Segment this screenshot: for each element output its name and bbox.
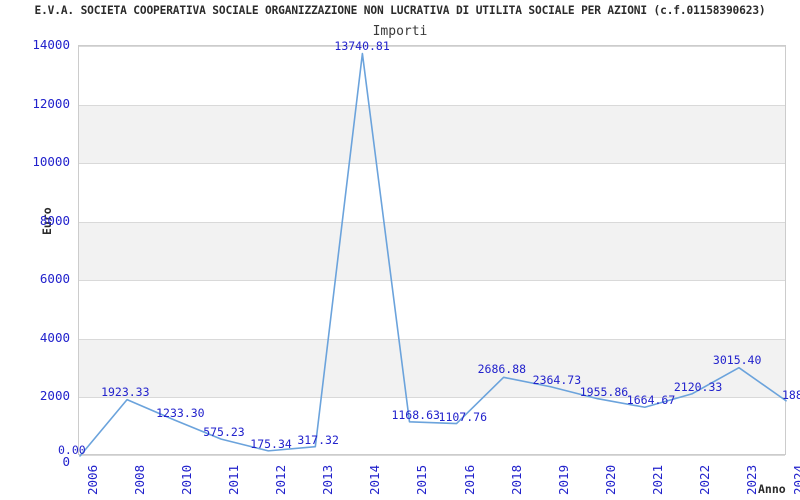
data-label: 1168.63 (391, 407, 440, 422)
x-tick-label: 2019 (555, 464, 571, 495)
x-tick-label: 2020 (602, 464, 618, 495)
y-tick-label: 0 (62, 454, 70, 469)
x-tick-label: 2008 (132, 464, 148, 495)
data-label: 13740.81 (334, 38, 390, 53)
plot-area: 0.00 1923.33 1233.30 575.23 175.34 317.32 1374… (58, 39, 800, 457)
data-label: 317.32 (297, 432, 339, 447)
y-tick-label: 12000 (32, 95, 70, 111)
x-tick-label: 2023 (743, 464, 759, 495)
page-title: E.V.A. SOCIETA COOPERATIVA SOCIALE ORGAN… (34, 4, 766, 17)
gridline (79, 280, 785, 282)
data-label: 1955.86 (579, 384, 629, 399)
data-label: 1107.76 (438, 409, 487, 424)
x-tick-label: 2011 (226, 464, 242, 495)
gridline (79, 46, 785, 47)
x-tick-label: 2022 (696, 464, 712, 495)
x-tick-label: 2015 (414, 464, 430, 495)
gridline (79, 338, 785, 340)
x-tick-label: 2010 (179, 464, 195, 495)
data-label: 2364.73 (532, 372, 582, 387)
x-tick-label: 2013 (320, 464, 336, 495)
y-tick-label: 8000 (39, 212, 70, 228)
data-label: 1664.67 (626, 393, 676, 408)
data-label: 1233.30 (156, 405, 205, 420)
plot-band (79, 221, 785, 281)
x-tick-label: 2018 (508, 464, 524, 495)
gridline (79, 163, 785, 165)
y-tick-label: 10000 (32, 154, 70, 170)
x-tick-label: 2012 (273, 464, 289, 495)
data-label: 175.34 (250, 436, 292, 451)
chart-title: Importi (372, 24, 428, 39)
x-tick-label: 2006 (85, 464, 100, 495)
data-label: 1886.3 (782, 387, 800, 402)
data-label: 3015.40 (712, 352, 762, 367)
gridline (79, 397, 785, 399)
data-label: 1923.33 (101, 384, 150, 399)
plot-band (79, 338, 785, 398)
gridline (79, 221, 785, 223)
data-label: 2686.88 (477, 362, 527, 377)
x-axis-title: Anno (758, 482, 786, 496)
x-tick-label: 2021 (649, 464, 665, 495)
data-label: 0.00 (58, 443, 86, 457)
series-line-importi (79, 52, 787, 457)
y-tick-label: 14000 (32, 37, 70, 52)
y-tick-label: 2000 (39, 388, 70, 404)
data-label: 575.23 (203, 425, 245, 440)
y-tick-label: 4000 (39, 329, 70, 345)
data-label: 2120.33 (673, 379, 723, 394)
x-tick-label: 2024 (791, 464, 800, 495)
x-tick-label: 2014 (367, 464, 383, 495)
y-tick-label: 6000 (39, 271, 70, 287)
gridline (79, 104, 785, 106)
plot-band (79, 104, 785, 164)
x-tick-label: 2016 (461, 464, 477, 495)
gridline (79, 455, 785, 456)
